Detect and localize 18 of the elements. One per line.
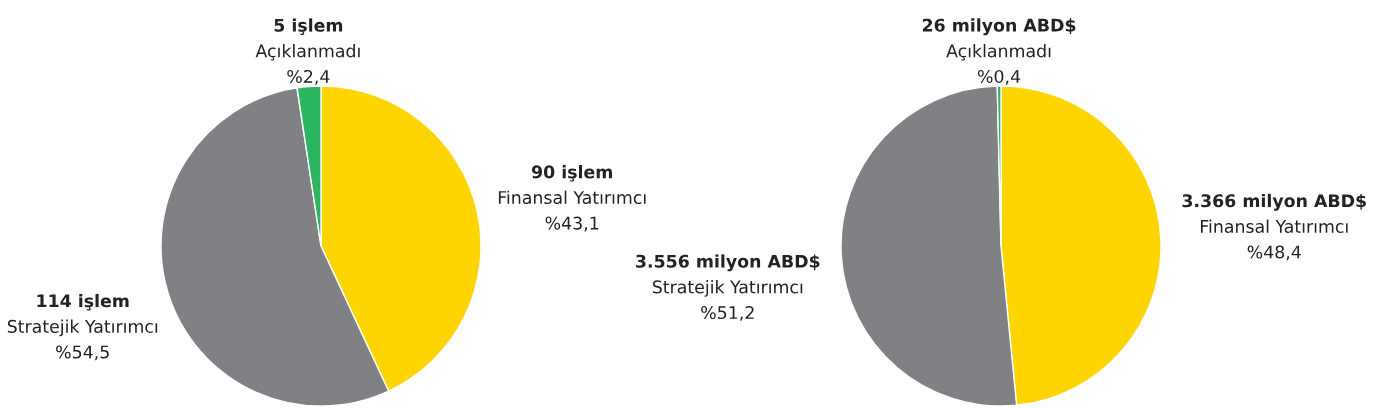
slice-label: Açıklanmadı — [255, 44, 360, 61]
data-label: 26 milyon ABD$ — [922, 18, 1076, 36]
slice-label: Stratejik Yatırımcı — [652, 280, 803, 297]
data-label: 5 işlem — [274, 18, 343, 35]
text: %51,2 — [701, 305, 754, 321]
text: %0,4 — [977, 69, 1021, 85]
slice-label: Finansal Yatırımcı — [1201, 219, 1348, 233]
text: %2,4 — [287, 69, 330, 85]
text: %43,1 — [545, 216, 599, 232]
data-label: 114 işlem — [37, 293, 129, 311]
slice-label: Finansal Yatırımcı — [498, 190, 646, 205]
text: %48,4 — [1247, 245, 1301, 261]
data-label: 90 işlem — [531, 165, 612, 182]
slice-label: Açıklanmadı — [946, 44, 1051, 61]
text: %54,5 — [56, 345, 109, 361]
data-label: 3.366 milyon ABD$ — [1182, 193, 1366, 211]
data-label: 3.556 milyon ABD$ — [636, 254, 820, 272]
slice-label: Stratejik Yatırımcı — [7, 319, 158, 337]
